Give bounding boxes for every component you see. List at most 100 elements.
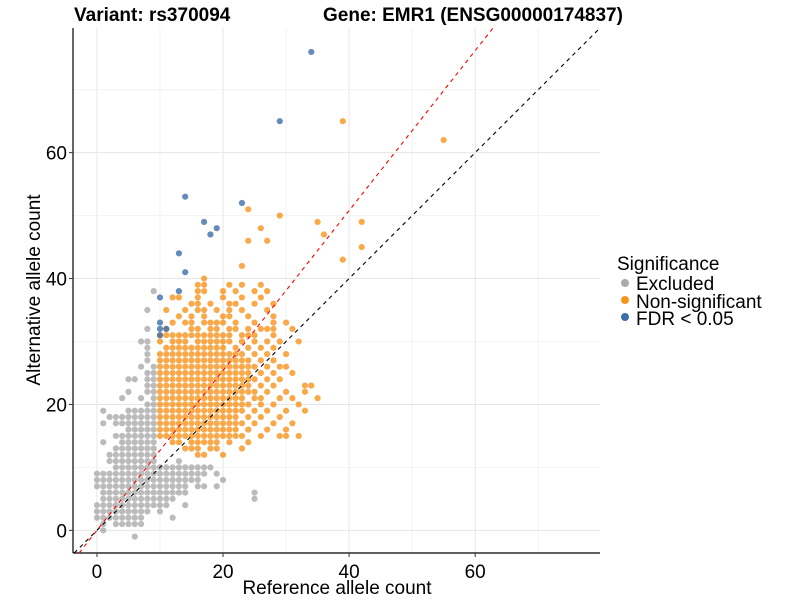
point-excluded — [131, 483, 138, 490]
point-non-significant — [314, 218, 321, 225]
point-non-significant — [156, 350, 164, 358]
point-excluded — [163, 489, 170, 496]
point-excluded — [144, 483, 151, 490]
point-excluded — [201, 483, 208, 490]
point-non-significant — [175, 294, 183, 301]
point-excluded — [100, 502, 107, 509]
point-non-significant — [169, 338, 176, 345]
point-non-significant — [238, 432, 246, 440]
point-excluded — [125, 388, 132, 395]
point-excluded — [137, 502, 145, 509]
point-non-significant — [264, 325, 271, 332]
point-excluded — [131, 413, 138, 421]
point-excluded — [182, 489, 189, 496]
point-non-significant — [169, 350, 176, 358]
point-non-significant — [201, 451, 208, 458]
point-fdr-0-05 — [156, 325, 164, 332]
point-excluded — [125, 520, 132, 528]
point-non-significant — [163, 344, 170, 351]
legend: Significance Excluded Non-significant FD… — [617, 254, 762, 330]
point-non-significant — [295, 401, 302, 408]
point-non-significant — [175, 332, 183, 339]
point-non-significant — [245, 382, 252, 389]
point-excluded — [106, 457, 113, 465]
point-non-significant — [169, 401, 176, 408]
point-non-significant — [194, 439, 201, 446]
point-non-significant — [219, 363, 227, 370]
point-excluded — [163, 483, 170, 490]
point-excluded — [182, 470, 189, 477]
point-excluded — [137, 508, 145, 515]
point-excluded — [144, 426, 151, 433]
point-non-significant — [238, 388, 246, 395]
point-non-significant — [207, 382, 214, 389]
point-non-significant — [194, 401, 201, 408]
point-excluded — [163, 476, 170, 484]
point-non-significant — [188, 382, 195, 389]
point-non-significant — [175, 338, 183, 345]
point-non-significant — [251, 407, 258, 414]
point-excluded — [144, 382, 151, 389]
point-non-significant — [257, 294, 264, 301]
point-fdr-0-05 — [213, 225, 220, 232]
point-non-significant — [245, 388, 252, 395]
point-non-significant — [182, 445, 189, 452]
point-non-significant — [232, 376, 239, 383]
point-non-significant — [219, 319, 227, 326]
point-non-significant — [270, 325, 277, 332]
point-fdr-0-05 — [276, 118, 283, 125]
point-non-significant — [175, 313, 183, 320]
point-excluded — [93, 476, 101, 484]
point-non-significant — [219, 432, 227, 440]
point-non-significant — [226, 376, 233, 383]
point-excluded — [119, 420, 126, 427]
point-non-significant — [194, 413, 201, 421]
legend-swatch-non-significant — [621, 296, 629, 304]
point-excluded — [144, 388, 151, 395]
point-non-significant — [194, 338, 201, 345]
y-tick-label: 20 — [46, 395, 67, 416]
point-non-significant — [201, 281, 208, 288]
point-non-significant — [238, 350, 246, 358]
point-non-significant — [201, 395, 208, 402]
point-non-significant — [270, 420, 277, 427]
y-ticks: 0 20 40 60 — [46, 144, 73, 542]
point-non-significant — [245, 344, 252, 351]
point-excluded — [182, 502, 189, 509]
point-excluded — [150, 483, 157, 490]
point-excluded — [175, 457, 183, 465]
point-non-significant — [156, 420, 164, 427]
point-excluded — [169, 476, 176, 484]
point-non-significant — [232, 344, 239, 351]
point-non-significant — [226, 350, 233, 358]
point-excluded — [100, 508, 107, 515]
point-fdr-0-05 — [175, 250, 183, 257]
point-fdr-0-05 — [182, 193, 189, 200]
point-excluded — [100, 483, 107, 490]
point-non-significant — [182, 338, 189, 345]
point-excluded — [100, 470, 107, 477]
point-excluded — [125, 457, 132, 465]
point-excluded — [119, 483, 126, 490]
point-non-significant — [257, 401, 264, 408]
point-non-significant — [213, 420, 220, 427]
point-non-significant — [194, 451, 201, 458]
point-excluded — [112, 489, 119, 496]
point-non-significant — [201, 344, 208, 351]
point-non-significant — [194, 325, 201, 332]
point-excluded — [106, 413, 113, 421]
point-non-significant — [207, 426, 214, 433]
point-non-significant — [194, 300, 201, 307]
point-non-significant — [188, 420, 195, 427]
point-non-significant — [301, 407, 309, 414]
point-excluded — [150, 495, 157, 502]
point-non-significant — [238, 401, 246, 408]
point-excluded — [144, 489, 151, 496]
point-non-significant — [201, 439, 208, 446]
point-non-significant — [194, 369, 201, 377]
point-excluded — [112, 483, 119, 490]
point-non-significant — [169, 439, 176, 446]
point-excluded — [163, 495, 170, 502]
point-non-significant — [201, 338, 208, 345]
point-excluded — [131, 457, 138, 465]
